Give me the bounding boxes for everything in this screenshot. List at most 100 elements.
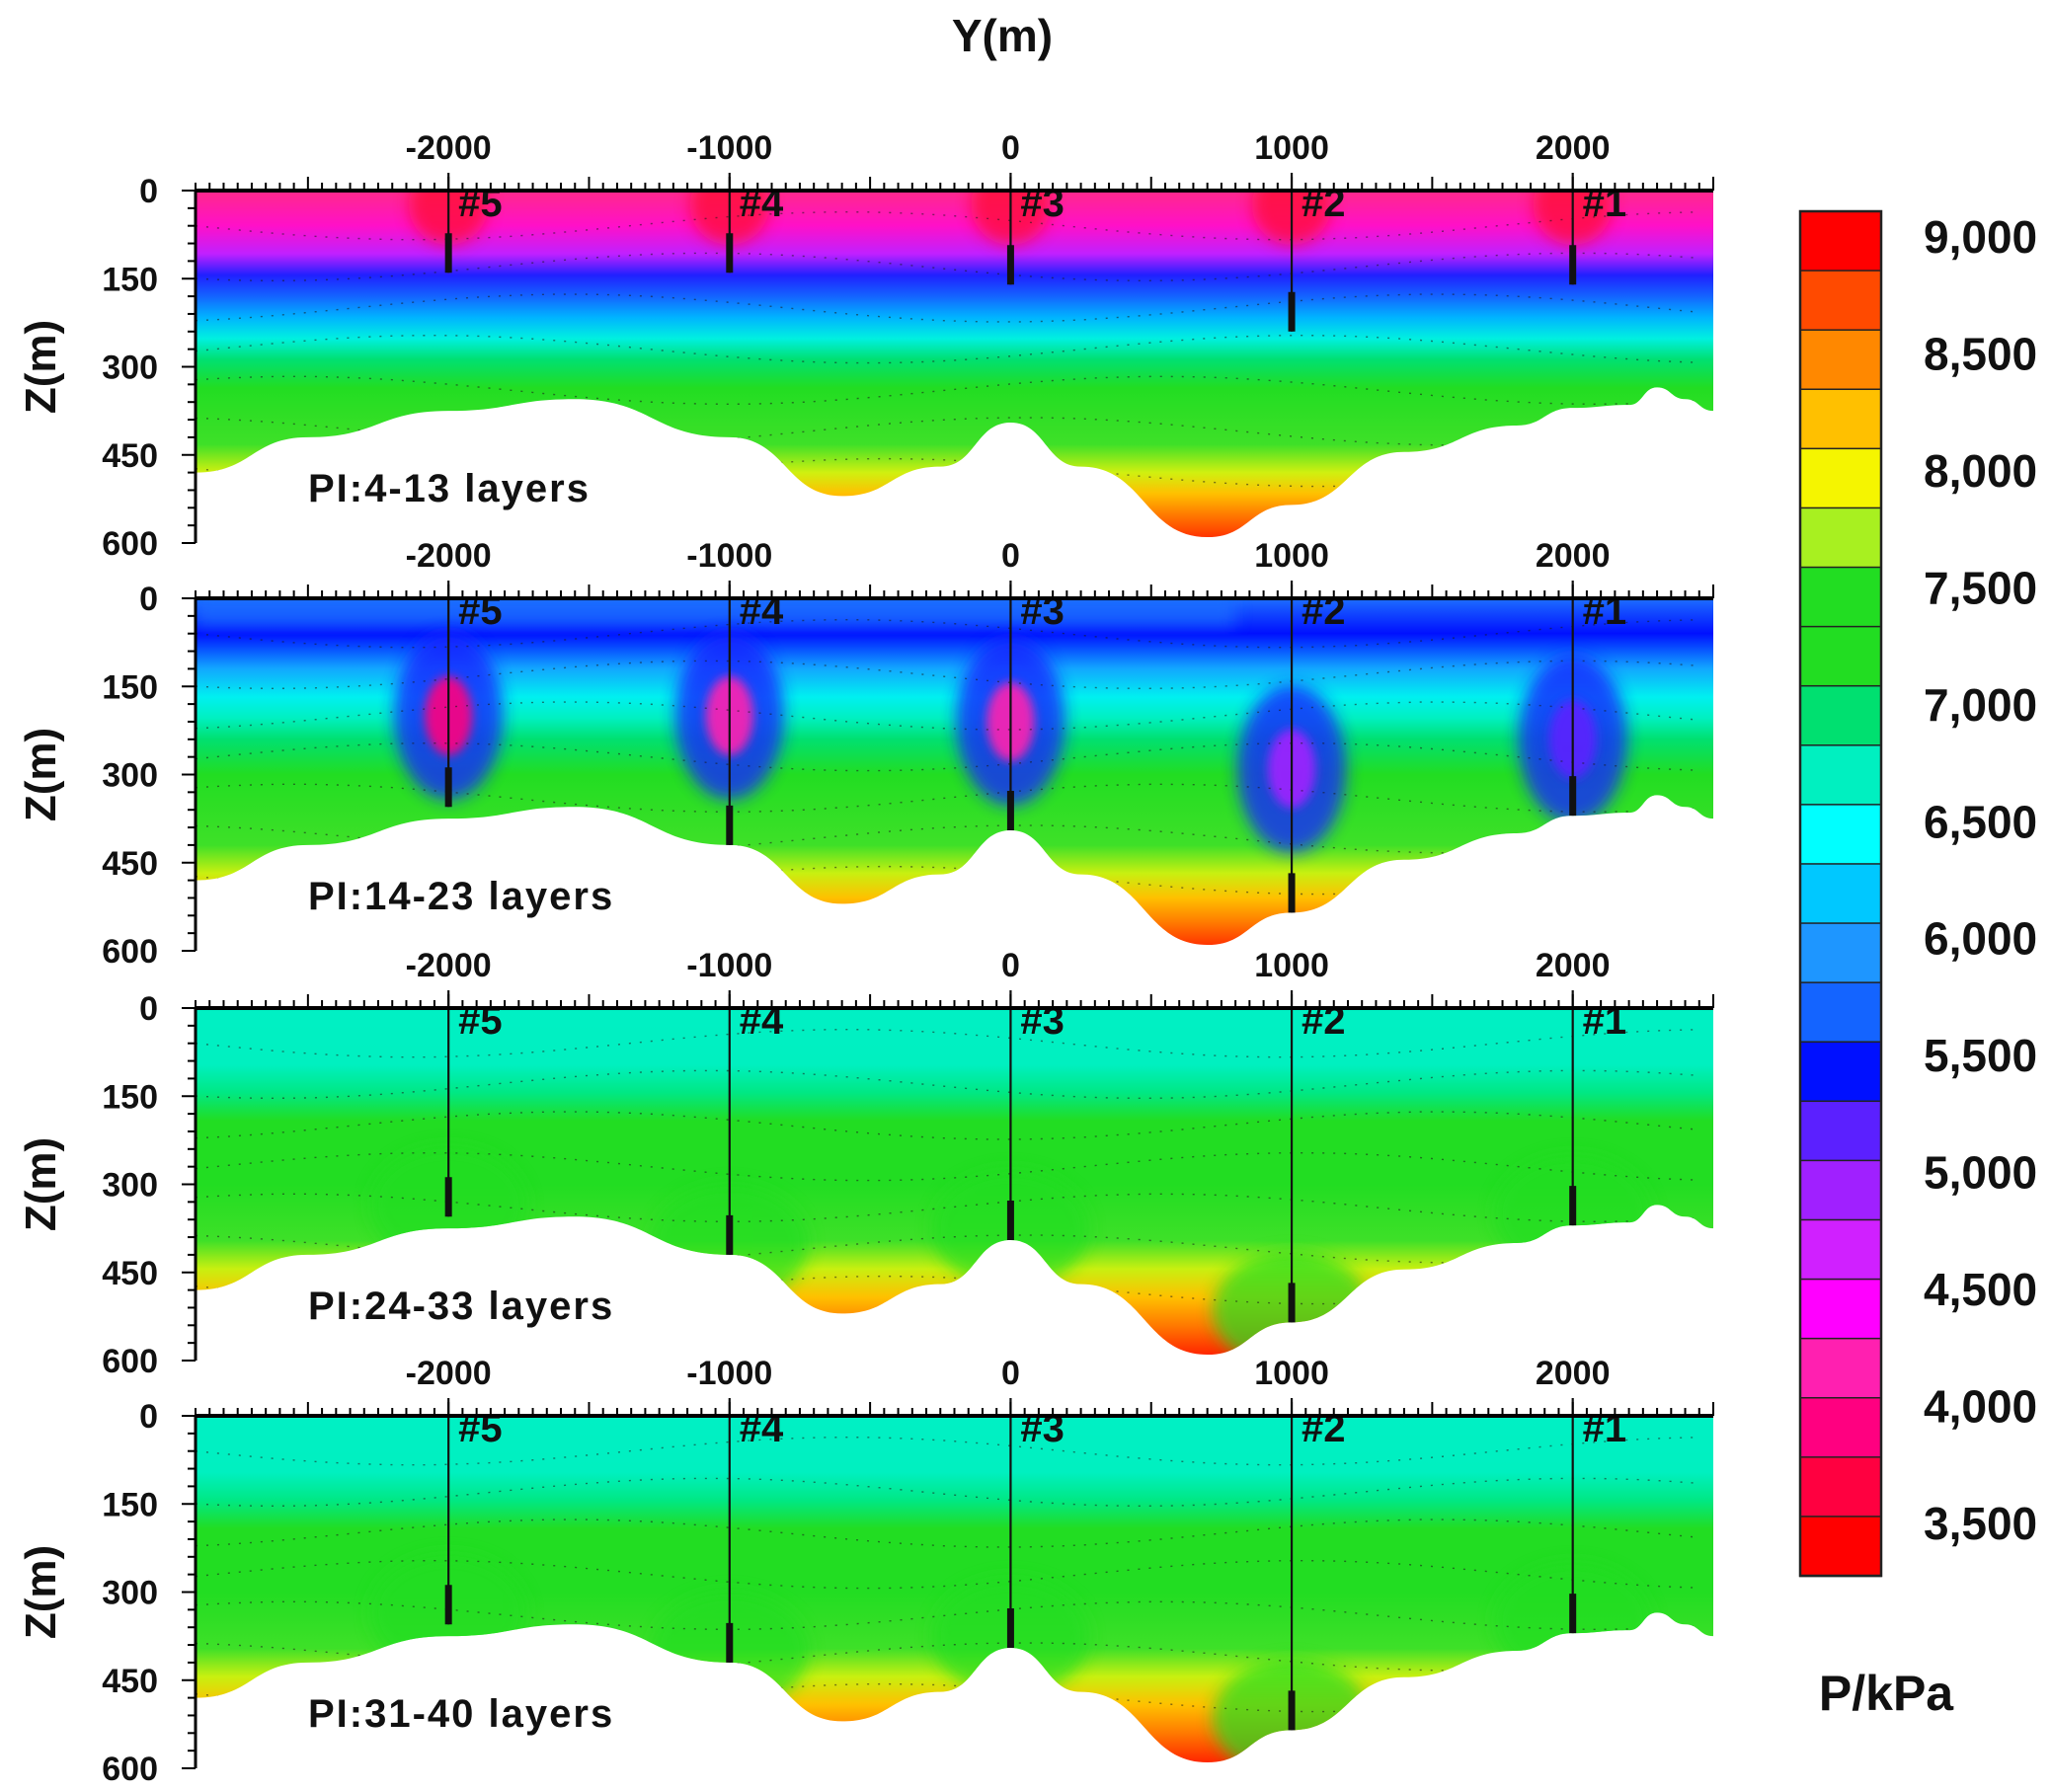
well-label: #1	[1583, 999, 1627, 1043]
well-label: #2	[1302, 1407, 1346, 1450]
colorbar-swatch	[1799, 329, 1882, 391]
contour-line	[196, 1519, 1697, 1548]
colorbar-swatch	[1799, 625, 1882, 687]
x-tick-label: 2000	[1536, 1355, 1611, 1392]
well-label: #3	[1020, 589, 1065, 633]
contour-line	[196, 741, 1697, 772]
colorbar-swatch	[1799, 1337, 1882, 1399]
well-label: #5	[458, 182, 503, 225]
x-tick-label: -2000	[406, 1355, 492, 1392]
well-label: #4	[740, 1407, 784, 1450]
colorbar-swatch	[1799, 1396, 1882, 1459]
y-tick-label: 600	[102, 1751, 158, 1788]
x-tick-label: 2000	[1536, 947, 1611, 984]
y-tick-label: 0	[139, 1398, 158, 1436]
colorbar-swatch	[1799, 1516, 1882, 1578]
x-tick-label: -1000	[686, 537, 772, 575]
well-label: #4	[740, 182, 784, 225]
contour-line	[196, 334, 1697, 364]
y-tick-label: 600	[102, 933, 158, 971]
colorbar-tick-label: 4,500	[1924, 1264, 2037, 1315]
panel-1: #5 #4 #3 #2 #1 -2000 -1000 0 1000 2000 0 150 300 450 6…	[17, 129, 1714, 563]
contour-line	[196, 660, 1697, 690]
colorbar-swatch	[1799, 922, 1882, 984]
x-tick-label: -2000	[406, 537, 492, 575]
y-tick-label: 0	[139, 581, 158, 618]
x-tick-label: 2000	[1536, 129, 1611, 167]
panel-label: PI:4-13 layers	[308, 467, 591, 510]
panel-label: PI:31-40 layers	[308, 1692, 614, 1736]
colorbar-tick-label: 6,000	[1924, 913, 2037, 965]
colorbar-tick-label: 6,500	[1924, 796, 2037, 847]
colorbar-swatch	[1799, 1159, 1882, 1221]
panel-2: #5 #4 #3 #2 #1 -2000 -1000 0 1000 2000 0 150 300 450 6…	[17, 537, 1714, 971]
y-tick-label: 300	[102, 350, 158, 387]
colorbar-frame	[1798, 209, 1883, 1578]
well-label: #1	[1583, 589, 1627, 633]
y-axis-title: Z(m)	[17, 320, 65, 414]
upper-blue-zone	[196, 598, 1236, 627]
panels-group: #5 #4 #3 #2 #1 -2000 -1000 0 1000 2000 0 150 300 450 6…	[17, 129, 1714, 1788]
panel-label: PI:24-33 layers	[308, 1285, 614, 1328]
panel-4: #5 #4 #3 #2 #1 -2000 -1000 0 1000 2000 0 150 300 450 6…	[17, 1355, 1714, 1788]
y-tick-label: 150	[102, 261, 158, 298]
x-tick-label: 2000	[1536, 537, 1611, 575]
contour-line	[196, 1069, 1697, 1100]
y-tick-label: 450	[102, 845, 158, 883]
x-tick-label: 0	[1001, 537, 1020, 575]
x-tick-label: 1000	[1254, 1355, 1329, 1392]
y-tick-label: 150	[102, 1486, 158, 1523]
contour-line	[196, 293, 1697, 323]
colorbar-tick-label: 5,000	[1924, 1147, 2037, 1199]
well-label: #5	[458, 589, 503, 633]
well-label: #1	[1583, 1407, 1627, 1450]
colorbar-swatch	[1799, 981, 1882, 1044]
x-tick-label: 0	[1001, 947, 1020, 984]
y-tick-label: 300	[102, 1167, 158, 1205]
colorbar-swatch	[1799, 1041, 1882, 1103]
colorbar: 9,000 8,500 8,000 7,500 7,000 6,500 6,000 5,500…	[1798, 209, 2037, 1578]
colorbar-tick-label: 7,500	[1924, 562, 2037, 613]
contour-line	[196, 1028, 1697, 1058]
y-tick-label: 600	[102, 525, 158, 563]
colorbar-swatch	[1799, 447, 1882, 509]
colorbar-tick-label: 8,500	[1924, 328, 2037, 379]
y-axis-title: Z(m)	[17, 1137, 65, 1231]
colorbar-swatch	[1799, 1278, 1882, 1340]
colorbar-swatch	[1799, 863, 1882, 925]
colorbar-tick-label: 5,500	[1924, 1030, 2037, 1081]
panel-3: #5 #4 #3 #2 #1 -2000 -1000 0 1000 2000 0 150 300 450 6…	[17, 947, 1714, 1380]
well-label: #4	[740, 999, 784, 1043]
well-label: #2	[1302, 182, 1346, 225]
colorbar-swatch	[1799, 1218, 1882, 1281]
colorbar-swatch	[1799, 1456, 1882, 1519]
colorbar-swatch	[1799, 270, 1882, 332]
colorbar-swatch	[1799, 684, 1882, 747]
well-label: #3	[1020, 182, 1065, 225]
y-tick-label: 450	[102, 437, 158, 475]
well-label: #3	[1020, 1407, 1065, 1450]
x-tick-label: 0	[1001, 1355, 1020, 1392]
colorbar-swatch	[1799, 506, 1882, 569]
colorbar-label: P/kPa	[1819, 1666, 1954, 1721]
x-tick-label: 1000	[1254, 129, 1329, 167]
well-label: #5	[458, 1407, 503, 1450]
x-tick-label: -2000	[406, 129, 492, 167]
well-label: #4	[740, 589, 784, 633]
colorbar-swatch	[1799, 1100, 1882, 1162]
x-tick-label: 0	[1001, 129, 1020, 167]
colorbar-tick-label: 7,000	[1924, 679, 2037, 731]
well-label: #3	[1020, 999, 1065, 1043]
contour-line	[196, 1436, 1697, 1466]
contour-line	[196, 618, 1697, 649]
x-tick-label: -2000	[406, 947, 492, 984]
x-tick-label: 1000	[1254, 947, 1329, 984]
colorbar-tick-label: 4,000	[1924, 1381, 2037, 1433]
x-tick-label: -1000	[686, 947, 772, 984]
y-axis-title: Z(m)	[17, 728, 65, 821]
contour-line	[196, 1477, 1697, 1508]
colorbar-swatch	[1799, 804, 1882, 866]
y-tick-label: 300	[102, 757, 158, 795]
y-tick-label: 150	[102, 668, 158, 706]
well-label: #1	[1583, 182, 1627, 225]
